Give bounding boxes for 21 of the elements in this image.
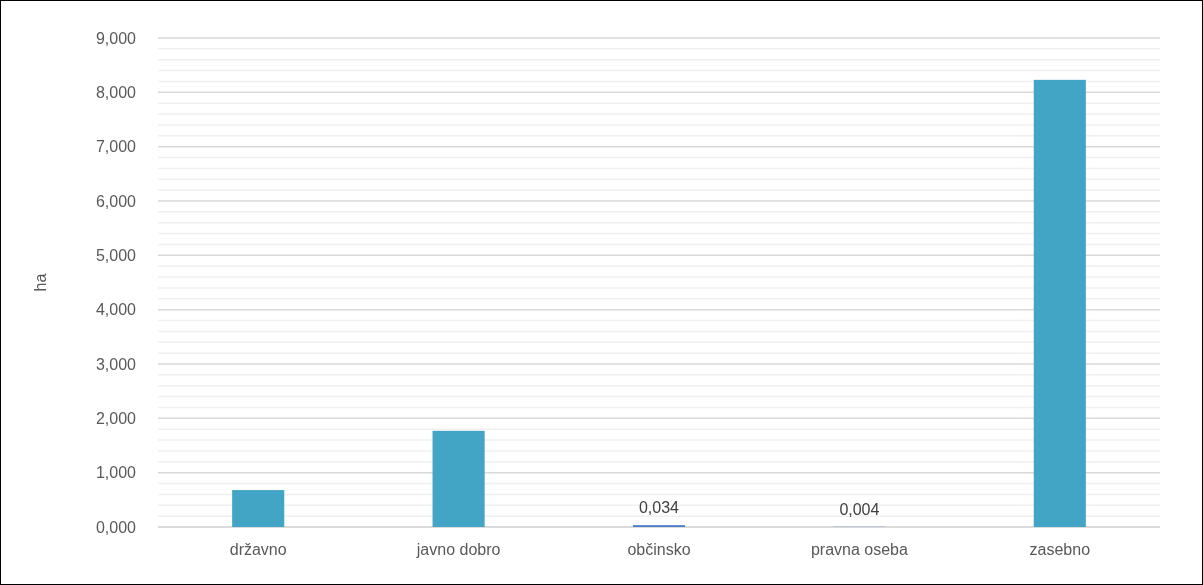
y-tick-label: 6,000 (95, 192, 137, 210)
data-label: 0,034 (638, 499, 680, 517)
x-tick-label: državno (229, 541, 287, 558)
bar (232, 490, 285, 527)
y-axis-title: ha (31, 273, 49, 292)
x-tick-label: pravna oseba (810, 541, 908, 558)
y-tick-label: 3,000 (95, 355, 137, 373)
data-label: 0,004 (839, 500, 880, 518)
x-tick-label: zasebno (1029, 541, 1091, 558)
bar (432, 430, 485, 527)
y-tick-label: 0,000 (95, 518, 137, 536)
bar (1033, 79, 1086, 527)
x-tick-label: javno dobro (415, 541, 501, 558)
y-tick-label: 4,000 (95, 301, 137, 319)
y-tick-label: 9,000 (95, 29, 137, 47)
y-tick-label: 2,000 (95, 409, 137, 427)
y-tick-label: 5,000 (95, 246, 137, 264)
y-tick-label: 1,000 (95, 464, 137, 482)
x-tick-label: občinsko (627, 541, 691, 558)
y-tick-label: 7,000 (95, 138, 137, 156)
y-tick-label: 8,000 (95, 83, 137, 101)
